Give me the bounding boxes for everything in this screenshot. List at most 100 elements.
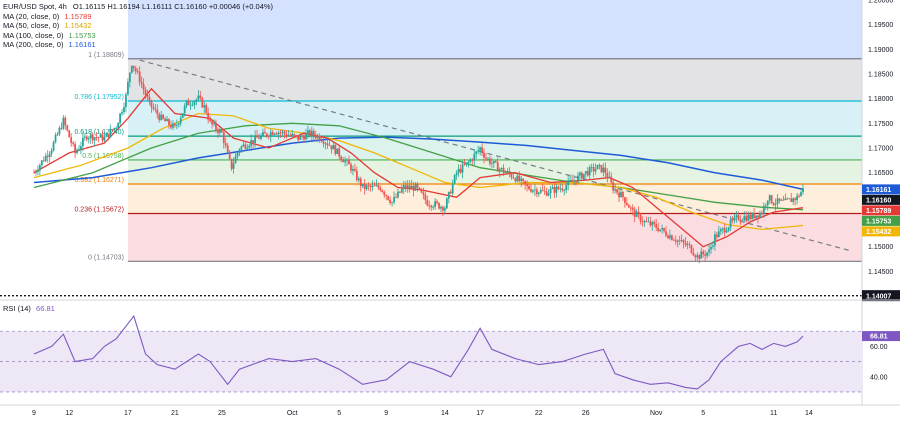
candle-body (211, 121, 213, 125)
candle-body (596, 164, 599, 170)
candle-body (489, 158, 491, 164)
candle-body (35, 171, 37, 173)
candle-body (522, 178, 525, 181)
candle-body (183, 105, 186, 114)
candle-body (535, 189, 538, 195)
candle-body (647, 221, 650, 223)
candle-body (154, 108, 157, 110)
candle-body (440, 206, 442, 209)
candle-body (459, 168, 462, 173)
candle-body (42, 160, 45, 162)
candle-body (733, 216, 736, 221)
candle-body (526, 184, 528, 187)
candle-body (449, 191, 452, 194)
fib-label-6: 0 (1.14703) (88, 254, 124, 261)
candle-body (590, 166, 593, 168)
candle-body (442, 206, 444, 211)
candle-body (537, 192, 540, 195)
candle-body (774, 204, 777, 206)
candle-body (620, 191, 622, 198)
fib-band-5 (127, 183, 863, 214)
candle-body (698, 255, 701, 259)
rsi-legend: RSI (14) 66.81 (3, 304, 55, 313)
candle-body (612, 182, 615, 191)
candle-body (483, 152, 485, 158)
fib-band-2 (127, 101, 863, 137)
candle-body (179, 117, 182, 124)
candle-body (631, 207, 634, 210)
candle-body (453, 175, 456, 184)
candle-body (571, 180, 573, 182)
candle-body (340, 156, 343, 160)
candle-body (438, 202, 440, 209)
candle-body (688, 244, 691, 246)
candle-body (629, 207, 632, 209)
candle-body (653, 222, 656, 225)
candle-body (469, 159, 472, 163)
candle-body (426, 200, 429, 206)
rsi-value-box (862, 331, 900, 342)
candle-body (416, 183, 419, 188)
candle-body (389, 199, 392, 203)
candle-body (342, 159, 345, 163)
candle-body (496, 162, 499, 172)
candle-body (712, 245, 714, 247)
candle-body (663, 228, 665, 232)
candle-body (577, 175, 579, 183)
x-tick-label-8: 14 (441, 410, 449, 417)
rsi-legend-value: 66.81 (36, 304, 55, 313)
candle-body (312, 130, 315, 136)
candle-body (757, 215, 759, 218)
candle-body (37, 170, 39, 172)
candle-body (60, 127, 63, 129)
candle-body (185, 100, 188, 106)
candle-body (140, 81, 143, 85)
candle-body (575, 180, 577, 183)
candle-body (80, 146, 82, 150)
candle-body (279, 132, 282, 134)
candle-body (85, 136, 88, 140)
candle-body (234, 156, 237, 164)
candle-body (395, 197, 397, 198)
candle-body (363, 183, 366, 189)
y-tick-label-4: 1.16500 (868, 170, 893, 177)
candle-body (150, 100, 153, 108)
candle-body (293, 133, 296, 136)
x-tick-label-4: 25 (218, 410, 226, 417)
x-tick-label-0: 9 (32, 410, 36, 417)
candle-body (796, 195, 798, 200)
fib-band-3 (127, 136, 863, 160)
fib-label-5: 0.236 (1.15672) (74, 207, 123, 214)
candle-body (649, 221, 652, 226)
candle-body (569, 180, 572, 181)
candle-body (158, 114, 161, 120)
candle-body (680, 240, 683, 242)
candle-body (516, 175, 519, 182)
candle-body (802, 188, 804, 193)
candle-body (326, 143, 329, 146)
candle-body (676, 240, 679, 242)
candle-body (83, 136, 86, 138)
candle-body (160, 114, 163, 120)
x-tick-label-6: 5 (337, 410, 341, 417)
candle-body (479, 147, 482, 151)
candle-body (500, 167, 503, 170)
candle-body (485, 157, 487, 159)
candle-body (170, 125, 172, 128)
candle-body (594, 169, 597, 172)
candle-body (353, 168, 356, 171)
y-tick-label-5: 1.17000 (868, 146, 893, 153)
candle-body (142, 84, 145, 90)
candle-body (291, 133, 294, 136)
candle-body (132, 65, 135, 69)
candle-body (344, 160, 347, 163)
candle-body (471, 159, 474, 161)
candle-body (747, 214, 750, 221)
candle-body (727, 227, 730, 231)
candle-body (379, 187, 382, 191)
candle-body (103, 136, 106, 141)
rsi-label: RSI (14) (3, 304, 31, 313)
candle-body (759, 212, 761, 218)
candle-body (40, 160, 43, 166)
ma200-line (33, 136, 804, 191)
